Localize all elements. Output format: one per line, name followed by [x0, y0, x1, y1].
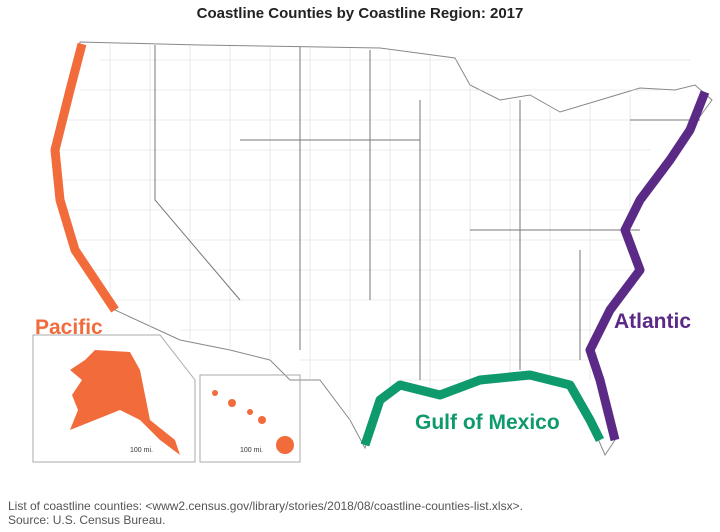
footnote: List of coastline counties: <www2.census…	[8, 499, 523, 513]
region-label: Pacific	[35, 316, 103, 339]
us-outline	[54, 41, 713, 457]
state-lines	[154, 45, 700, 380]
region-label: Atlantic	[614, 310, 691, 333]
scale-label: 100 mi.	[130, 447, 153, 454]
hawaii-inset	[199, 374, 301, 463]
county-grid	[58, 44, 690, 420]
gulf-coast	[360, 370, 605, 447]
pacific-coast	[50, 42, 119, 313]
atlantic-coast	[585, 90, 710, 442]
scale-label: 100 mi.	[240, 447, 263, 454]
source: Source: U.S. Census Bureau.	[8, 513, 166, 527]
alaska-inset	[32, 334, 196, 463]
alaska	[70, 350, 180, 455]
map-title: Coastline Counties by Coastline Region: …	[197, 5, 524, 22]
hawaii	[212, 390, 294, 454]
region-label: Gulf of Mexico	[415, 411, 560, 434]
map: Coastline Counties by Coastline Region: …	[32, 5, 713, 463]
